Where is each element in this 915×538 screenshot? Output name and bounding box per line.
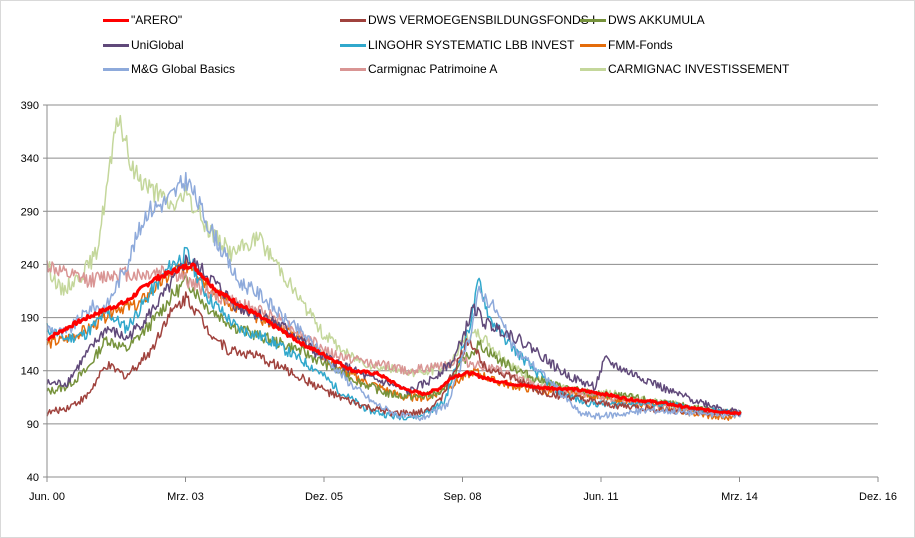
legend-swatch [580,43,606,47]
legend-item-carmignac-investissement: CARMIGNAC INVESTISSEMENT [580,62,789,76]
legend: "ARERO" DWS VERMOEGENSBILDUNGSFONDS I DW… [0,0,915,90]
x-tick-label: Mrz. 14 [721,491,758,503]
axes: 40 90 140 190 240 290 340 390 Jun. 00 Mrz. 03 Dez.… [21,100,897,503]
y-tick-label: 190 [21,313,39,325]
series-line-carmignac-investissement [46,114,742,416]
x-tick-label: Sep. 08 [444,491,482,503]
x-tick-label: Jun. 11 [583,491,618,503]
legend-label: DWS AKKUMULA [608,13,705,27]
legend-label: FMM-Fonds [608,38,673,52]
series-line-dws-akkumula [46,274,742,415]
legend-swatch [340,43,366,47]
legend-swatch [103,18,129,22]
legend-item-carmignac-patrimoine: Carmignac Patrimoine A [340,62,497,76]
legend-item-uniglobal: UniGlobal [103,38,184,52]
legend-swatch [340,18,366,22]
legend-label: UniGlobal [131,38,184,52]
legend-item-mg-global-basics: M&G Global Basics [103,62,235,76]
legend-item-arero: "ARERO" [103,13,182,27]
legend-swatch [340,67,366,71]
series-line-arero [46,262,742,416]
y-tick-label: 390 [21,100,39,112]
series-line-m-g-global-basics [46,171,742,422]
y-tick-label: 340 [21,153,39,165]
y-tick-label: 90 [27,419,39,431]
legend-item-lingohr: LINGOHR SYSTEMATIC LBB INVEST [340,38,574,52]
x-tick-label: Mrz. 03 [167,491,204,503]
series-line-carmignac-patrimoine-a [46,260,742,417]
y-tick-label: 40 [27,472,39,484]
legend-item-fmm-fonds: FMM-Fonds [580,38,673,52]
legend-label: DWS VERMOEGENSBILDUNGSFONDS I [368,13,596,27]
y-tick-label: 290 [21,206,39,218]
y-tick-label: 140 [21,366,39,378]
legend-swatch [580,18,606,22]
legend-label: "ARERO" [131,13,183,27]
x-tick-label: Dez. 16 [859,491,897,503]
gridlines [47,104,878,425]
series-line-uniglobal [46,254,742,417]
legend-label: LINGOHR SYSTEMATIC LBB INVEST [368,38,575,52]
legend-swatch [103,43,129,47]
legend-item-dws-vermoegensbildungsfonds: DWS VERMOEGENSBILDUNGSFONDS I [340,13,595,27]
x-tick-label: Dez. 05 [305,491,343,503]
legend-label: CARMIGNAC INVESTISSEMENT [608,62,790,76]
legend-swatch [580,67,606,71]
x-tick-label: Jun. 00 [29,491,65,503]
y-tick-label: 240 [21,259,39,271]
legend-label: Carmignac Patrimoine A [368,62,498,76]
legend-item-dws-akkumula: DWS AKKUMULA [580,13,705,27]
legend-swatch [103,67,129,71]
series-layer [46,114,742,422]
legend-label: M&G Global Basics [131,62,236,76]
